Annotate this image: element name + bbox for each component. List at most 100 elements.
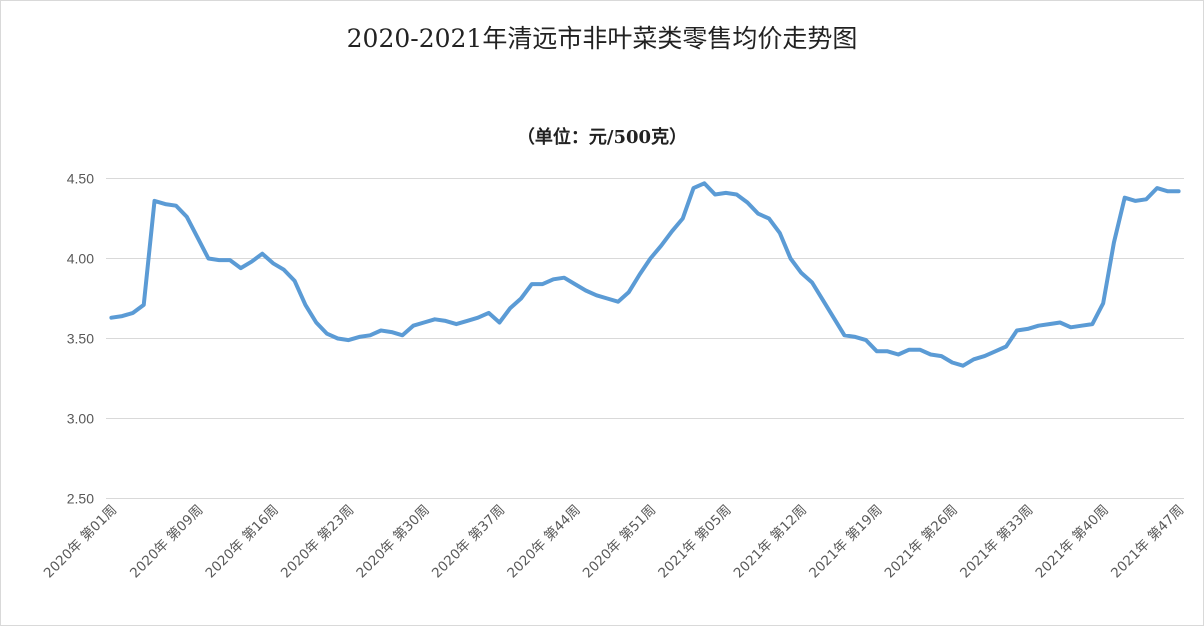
data-point (648, 257, 652, 261)
data-point (1144, 197, 1148, 201)
data-point (1112, 241, 1116, 245)
data-point (282, 268, 286, 272)
data-point (163, 202, 167, 206)
data-point (465, 319, 469, 323)
data-point (357, 335, 361, 339)
data-point (907, 348, 911, 352)
data-point (476, 316, 480, 320)
data-point (993, 349, 997, 353)
x-tick-label: 2020年 第30周 (353, 501, 433, 581)
y-tick-label: 4.50 (67, 171, 94, 187)
data-point (379, 329, 383, 333)
data-point (584, 289, 588, 293)
chart-subtitle: （单位：元/500克） (516, 127, 688, 148)
data-point (400, 333, 404, 337)
data-point (1101, 301, 1105, 305)
data-point (293, 279, 297, 283)
data-point (1177, 189, 1181, 193)
x-tick-label: 2021年 第26周 (881, 501, 961, 581)
data-point (767, 217, 771, 221)
data-point (821, 298, 825, 302)
data-point (605, 297, 609, 301)
data-point (810, 281, 814, 285)
data-point (939, 354, 943, 358)
data-point (1155, 186, 1159, 190)
x-tick-label: 2020年 第37周 (428, 501, 508, 581)
data-point (196, 236, 200, 240)
data-point (239, 266, 243, 270)
y-tick-label: 3.50 (67, 331, 94, 347)
data-point (260, 252, 264, 256)
data-point (217, 258, 221, 262)
data-point (886, 349, 890, 353)
data-point (961, 364, 965, 368)
data-point (1166, 189, 1170, 193)
data-point (314, 321, 318, 325)
data-point (1090, 322, 1094, 326)
data-point (842, 333, 846, 337)
data-point (853, 335, 857, 339)
y-tick-label: 2.50 (67, 491, 94, 507)
data-point (325, 332, 329, 336)
data-point (454, 322, 458, 326)
data-point (530, 282, 534, 286)
data-point (551, 277, 555, 281)
data-point (185, 215, 189, 219)
data-point (929, 353, 933, 357)
data-point (250, 260, 254, 264)
data-point (659, 244, 663, 248)
data-point (368, 333, 372, 337)
data-point (390, 330, 394, 334)
data-point (120, 314, 124, 318)
data-point (206, 257, 210, 261)
data-point (735, 193, 739, 197)
data-point (497, 321, 501, 325)
chart-title: 2020-2021年清远市非叶菜类零售均价走势图 (346, 24, 858, 53)
data-point (487, 311, 491, 315)
data-point (562, 276, 566, 280)
data-point (1047, 322, 1051, 326)
data-point (1133, 199, 1137, 203)
data-point (271, 261, 275, 265)
data-point (832, 316, 836, 320)
data-point (616, 300, 620, 304)
y-tick-label: 3.00 (67, 411, 94, 427)
data-point (153, 199, 157, 203)
data-point (228, 258, 232, 262)
data-point (1069, 325, 1073, 329)
x-tick-label: 2021年 第47周 (1107, 501, 1187, 581)
data-point (433, 317, 437, 321)
data-point (713, 193, 717, 197)
data-point (594, 293, 598, 297)
x-tick-label: 2021年 第40周 (1032, 501, 1112, 581)
data-point (573, 282, 577, 286)
x-tick-label: 2021年 第19周 (805, 501, 885, 581)
data-point (422, 321, 426, 325)
y-tick-label: 4.00 (67, 251, 94, 267)
data-point (918, 348, 922, 352)
data-point (864, 338, 868, 342)
series-line (109, 181, 1181, 368)
data-point (131, 311, 135, 315)
data-point (411, 324, 415, 328)
data-point (541, 282, 545, 286)
x-tick-label: 2020年 第09周 (126, 501, 206, 581)
data-point (519, 297, 523, 301)
x-tick-label: 2021年 第33周 (956, 501, 1036, 581)
x-tick-label: 2020年 第51周 (579, 501, 659, 581)
data-point (799, 271, 803, 275)
data-point (1036, 324, 1040, 328)
data-point (1058, 321, 1062, 325)
data-point (724, 191, 728, 195)
data-point (756, 212, 760, 216)
data-point (745, 201, 749, 205)
x-tick-label: 2021年 第05周 (655, 501, 735, 581)
data-point (692, 186, 696, 190)
data-point (444, 319, 448, 323)
data-point (508, 306, 512, 310)
data-point (303, 303, 307, 307)
data-point (778, 231, 782, 235)
data-point (983, 354, 987, 358)
data-point (109, 316, 113, 320)
